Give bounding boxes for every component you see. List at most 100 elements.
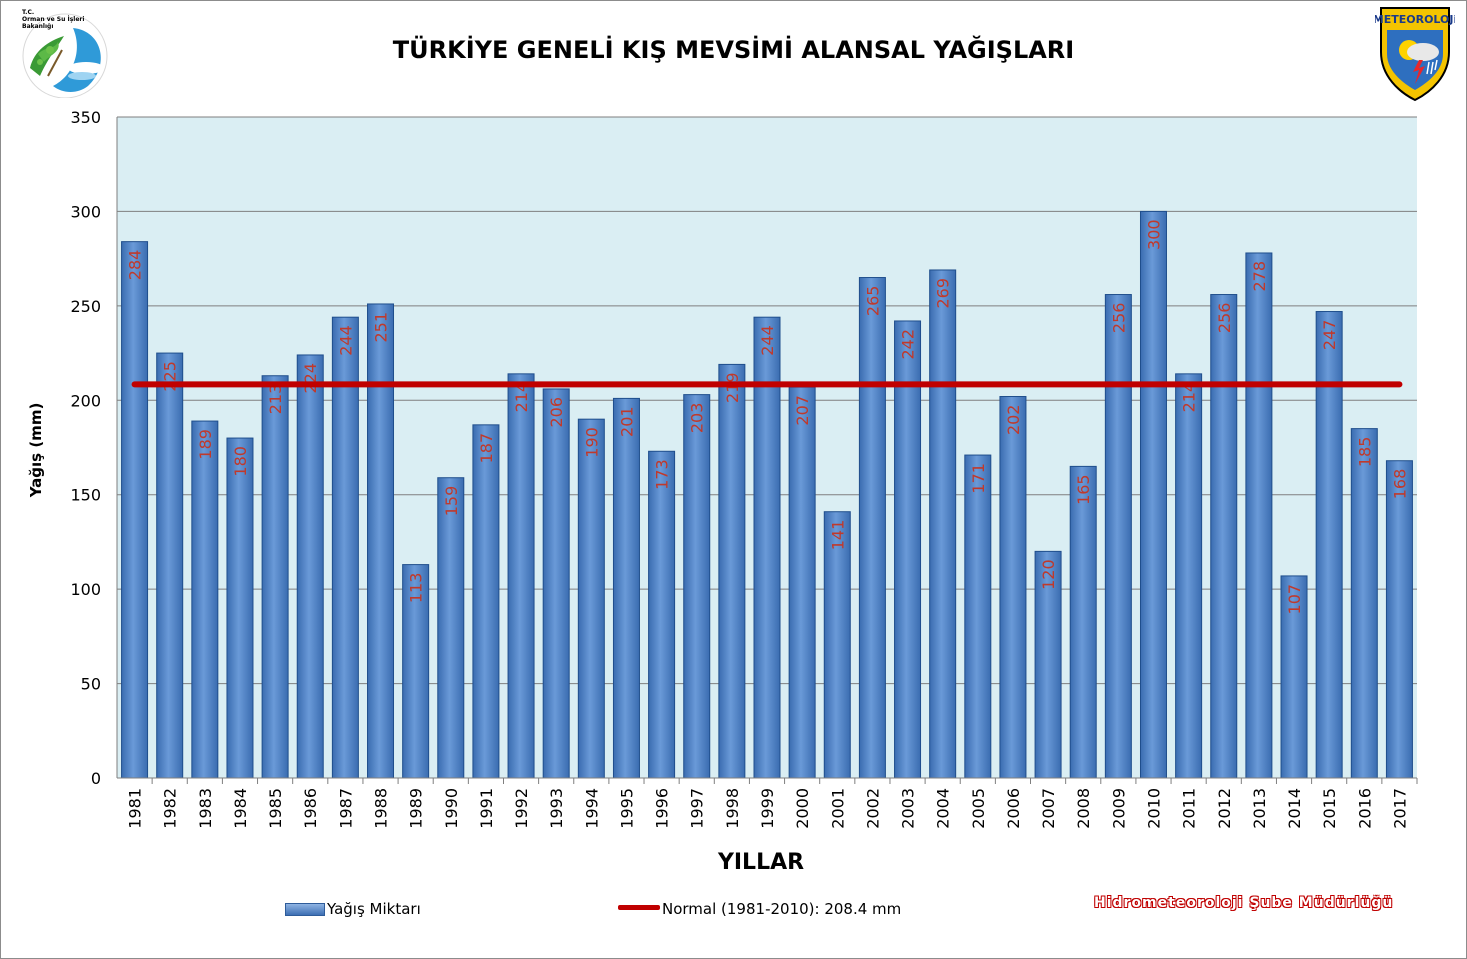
x-tick-label: 2011 xyxy=(1180,788,1199,829)
logo-text: METEOROLOJi xyxy=(1375,13,1455,26)
meteoroloji-logo: METEOROLOJi xyxy=(1373,4,1457,107)
x-tick-label: 2003 xyxy=(899,788,918,829)
x-tick-label: 2017 xyxy=(1390,788,1409,829)
y-tick-label: 250 xyxy=(70,297,101,316)
bar-value-label: 219 xyxy=(723,372,742,403)
y-tick-label: 0 xyxy=(91,769,101,788)
bar xyxy=(367,303,395,779)
x-tick-label: 2014 xyxy=(1285,788,1304,829)
legend-bar-swatch xyxy=(285,903,325,916)
bar xyxy=(191,420,219,779)
bar xyxy=(964,454,992,779)
x-axis-label: YILLAR xyxy=(717,850,805,875)
bar-value-label: 201 xyxy=(617,406,636,437)
bar xyxy=(612,397,640,779)
bar-value-label: 244 xyxy=(336,325,355,356)
x-tick-label: 2013 xyxy=(1250,788,1269,829)
bar-value-label: 206 xyxy=(547,397,566,428)
bar-value-label: 251 xyxy=(372,312,391,343)
x-tick-label: 2007 xyxy=(1039,788,1058,829)
bar-value-label: 278 xyxy=(1250,261,1269,292)
bar xyxy=(1034,550,1062,779)
bar xyxy=(858,277,886,779)
bar xyxy=(1350,428,1378,779)
bar-value-label: 213 xyxy=(266,384,285,415)
bar-value-label: 187 xyxy=(477,433,496,464)
bar xyxy=(894,320,922,779)
logo-line-2: Orman ve Su İşleri xyxy=(22,16,84,23)
bar-value-label: 242 xyxy=(899,329,918,360)
x-tick-label: 1986 xyxy=(301,788,320,829)
bar-value-label: 107 xyxy=(1285,584,1304,615)
x-tick-label: 1982 xyxy=(161,788,180,829)
x-tick-label: 1985 xyxy=(266,788,285,829)
bar xyxy=(1245,252,1273,779)
bar xyxy=(648,450,676,779)
bar-value-label: 244 xyxy=(758,325,777,356)
y-tick-label: 50 xyxy=(81,675,101,694)
x-tick-label: 2012 xyxy=(1215,788,1234,829)
bar xyxy=(507,373,535,779)
x-tick-label: 2005 xyxy=(969,788,988,829)
bar xyxy=(1315,311,1343,779)
bar-value-label: 159 xyxy=(442,486,461,517)
x-tick-label: 1993 xyxy=(547,788,566,829)
legend-line-label: Normal (1981-2010): 208.4 mm xyxy=(662,900,902,918)
legend-line-swatch xyxy=(618,905,660,910)
bar-value-label: 300 xyxy=(1144,219,1163,250)
x-tick-label: 1987 xyxy=(336,788,355,829)
bar xyxy=(718,363,746,779)
bar-value-label: 224 xyxy=(301,363,320,394)
bar xyxy=(121,241,149,779)
y-tick-label: 200 xyxy=(70,391,101,410)
bar xyxy=(156,352,184,779)
bar xyxy=(542,388,570,779)
bar-value-label: 207 xyxy=(793,395,812,426)
x-tick-label: 2006 xyxy=(1004,788,1023,829)
bar xyxy=(929,269,957,779)
x-tick-label: 1995 xyxy=(617,788,636,829)
x-tick-label: 1989 xyxy=(407,788,426,829)
bar xyxy=(1104,294,1132,779)
ministry-logo: T.C. Orman ve Su İşleri Bakanlığı xyxy=(18,6,113,103)
bar xyxy=(437,477,465,779)
bar-value-label: 214 xyxy=(1180,382,1199,413)
credit-text: Hidrometeoroloji Şube Müdürlüğü xyxy=(1094,895,1394,911)
bar xyxy=(999,396,1027,779)
x-tick-label: 1999 xyxy=(758,788,777,829)
bar xyxy=(823,511,851,779)
bar-value-label: 141 xyxy=(828,520,847,551)
x-tick-label: 1992 xyxy=(512,788,531,829)
bar-value-label: 120 xyxy=(1039,559,1058,590)
bar-value-label: 189 xyxy=(196,429,215,460)
x-tick-label: 1997 xyxy=(688,788,707,829)
bar xyxy=(1175,373,1203,779)
bar xyxy=(577,418,605,779)
x-tick-label: 1994 xyxy=(582,788,601,829)
bar xyxy=(1210,294,1238,779)
x-tick-label: 1981 xyxy=(126,788,145,829)
logo-line-3: Bakanlığı xyxy=(22,23,53,30)
bar xyxy=(1385,460,1413,779)
bar-value-label: 165 xyxy=(1074,474,1093,505)
x-tick-label: 1984 xyxy=(231,788,250,829)
bar-value-label: 185 xyxy=(1355,437,1374,468)
bar xyxy=(683,394,711,779)
logo-line-1: T.C. xyxy=(22,9,34,16)
x-tick-label: 2000 xyxy=(793,788,812,829)
bar-value-label: 171 xyxy=(969,463,988,494)
bar xyxy=(402,564,430,779)
bar-value-label: 284 xyxy=(126,250,145,281)
bar xyxy=(261,375,289,779)
bar-value-label: 203 xyxy=(688,403,707,434)
bar-value-label: 256 xyxy=(1109,303,1128,334)
x-tick-label: 2004 xyxy=(934,788,953,829)
bar-value-label: 180 xyxy=(231,446,250,477)
bar xyxy=(296,354,324,779)
bar-value-label: 190 xyxy=(582,427,601,458)
x-tick-label: 2010 xyxy=(1144,788,1163,829)
bar xyxy=(472,424,500,779)
bar-value-label: 113 xyxy=(407,573,426,604)
bar xyxy=(788,386,816,779)
